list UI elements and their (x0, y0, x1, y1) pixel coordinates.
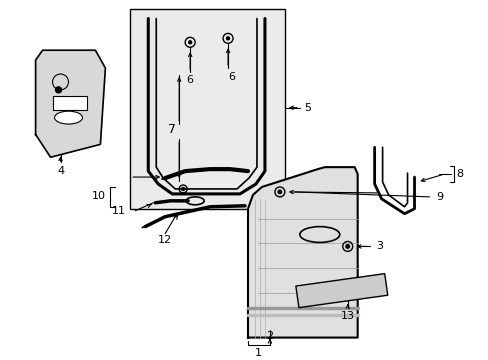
Circle shape (226, 37, 229, 40)
Text: 8: 8 (455, 169, 462, 179)
Bar (295, 274, 387, 308)
Circle shape (278, 190, 281, 194)
Text: 12: 12 (158, 235, 172, 246)
Bar (52, 96, 87, 110)
Polygon shape (247, 167, 357, 338)
Text: 6: 6 (186, 75, 193, 85)
Ellipse shape (55, 111, 82, 124)
Circle shape (182, 188, 184, 190)
Text: 9: 9 (435, 192, 442, 202)
Bar (130, 9, 285, 209)
Text: 4: 4 (57, 166, 64, 176)
Text: 11: 11 (111, 206, 125, 216)
Text: 5: 5 (304, 103, 311, 113)
Text: 10: 10 (91, 191, 105, 201)
Polygon shape (36, 50, 105, 157)
Text: 1: 1 (254, 348, 261, 359)
Circle shape (188, 41, 191, 44)
Circle shape (56, 87, 61, 93)
Circle shape (345, 245, 349, 248)
Text: 3: 3 (375, 242, 382, 251)
Text: 7: 7 (168, 123, 176, 136)
Text: 13: 13 (340, 311, 354, 321)
Text: 6: 6 (228, 72, 235, 82)
Text: 2: 2 (266, 330, 273, 341)
